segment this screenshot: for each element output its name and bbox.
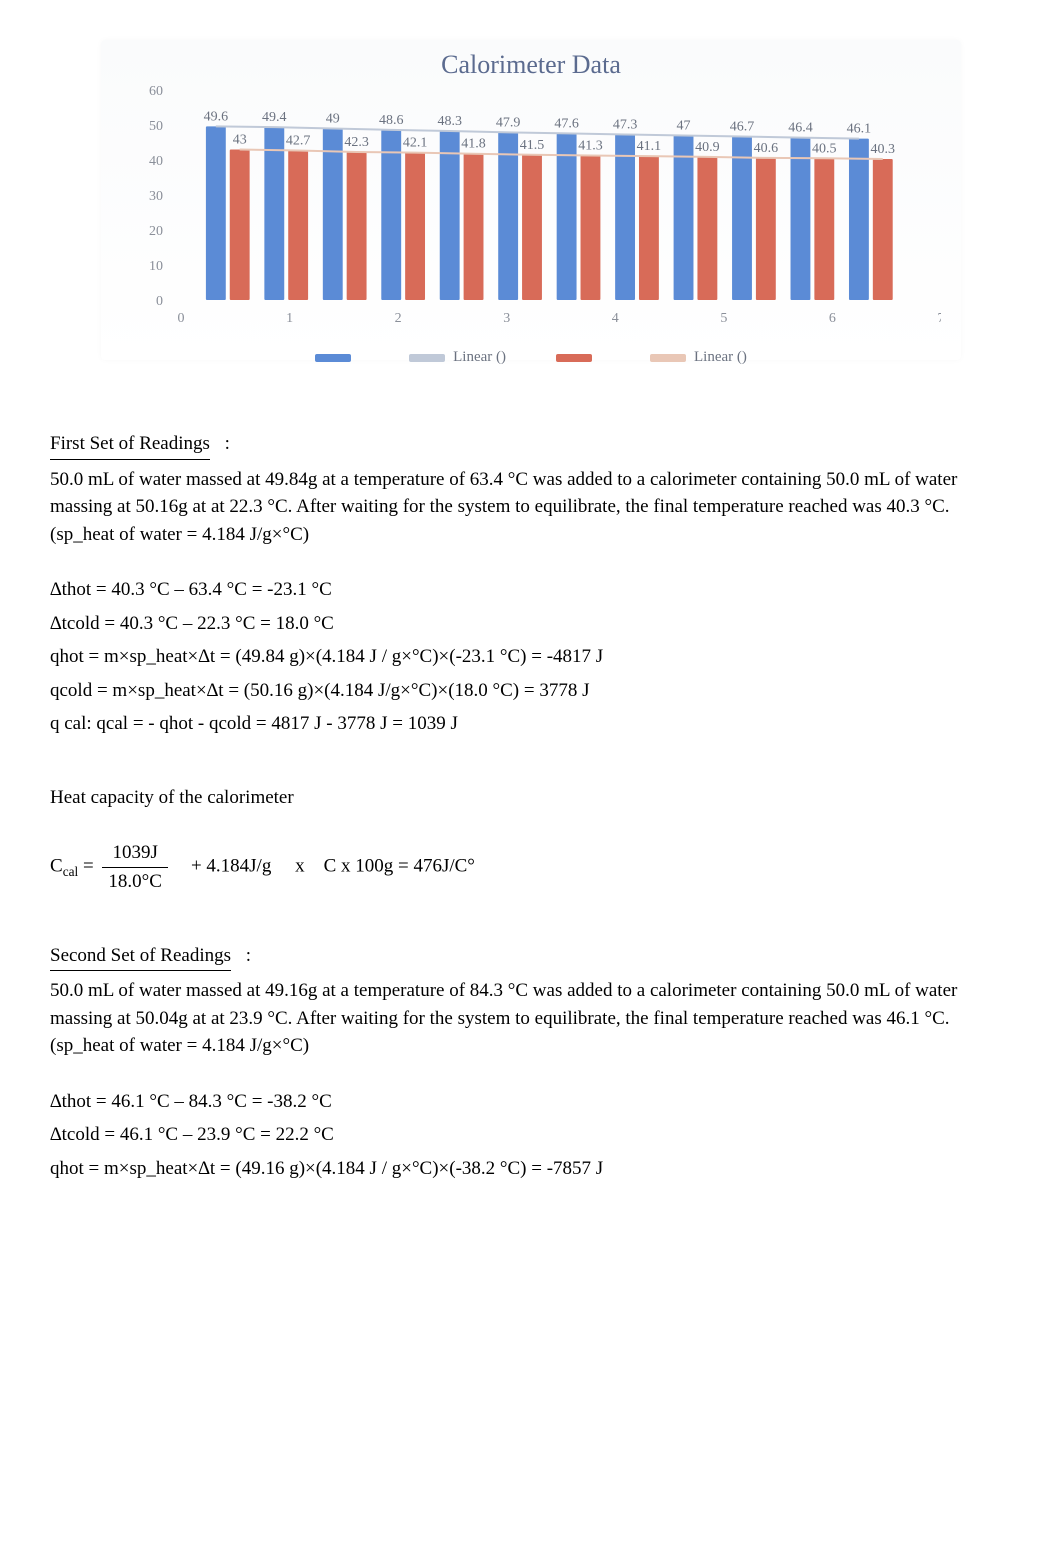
first-dtcold: ∆tcold = 40.3 °C – 22.3 °C = 18.0 °C xyxy=(50,610,1012,638)
first-dthot: ∆thot = 40.3 °C – 63.4 °C = -23.1 °C xyxy=(50,576,1012,604)
svg-text:50: 50 xyxy=(149,119,163,134)
first-heading: First Set of Readings : xyxy=(50,430,1012,460)
legend-swatch-3 xyxy=(556,354,592,362)
svg-text:47: 47 xyxy=(677,119,691,134)
svg-text:40.3: 40.3 xyxy=(871,142,896,157)
svg-text:5: 5 xyxy=(720,311,727,326)
legend-label: Linear () xyxy=(453,349,506,366)
svg-text:42.7: 42.7 xyxy=(286,134,311,149)
svg-text:41.3: 41.3 xyxy=(578,138,603,153)
legend-swatch-4 xyxy=(650,354,686,362)
first-head-label: First Set of Readings xyxy=(50,430,210,460)
svg-text:60: 60 xyxy=(149,86,163,99)
svg-text:40.5: 40.5 xyxy=(812,141,837,156)
svg-text:41.1: 41.1 xyxy=(637,139,662,154)
ccal-fraction: 1039J 18.0°C xyxy=(102,839,168,895)
legend-swatch-2 xyxy=(409,354,445,362)
svg-text:48.6: 48.6 xyxy=(379,113,404,128)
document-page: Calorimeter Data 0 10 20 30 40 50 60 0 1 2 3 4 5 6 7 49… xyxy=(0,0,1062,1561)
svg-text:6: 6 xyxy=(829,311,836,326)
ccal-num: 1039J xyxy=(102,839,168,868)
svg-text:49.4: 49.4 xyxy=(262,110,287,125)
svg-text:43: 43 xyxy=(233,133,247,148)
second-dtcold: ∆tcold = 46.1 °C – 23.9 °C = 22.2 °C xyxy=(50,1121,1012,1149)
svg-text:1: 1 xyxy=(286,311,293,326)
svg-text:20: 20 xyxy=(149,224,163,239)
second-paragraph: 50.0 mL of water massed at 49.16g at a t… xyxy=(50,977,1012,1060)
svg-text:0: 0 xyxy=(178,311,185,326)
svg-text:49: 49 xyxy=(326,112,340,127)
svg-text:47.6: 47.6 xyxy=(554,116,579,131)
svg-text:46.1: 46.1 xyxy=(847,122,872,137)
ccal-sub: cal xyxy=(63,865,79,880)
svg-text:46.4: 46.4 xyxy=(788,121,813,136)
second-heading: Second Set of Readings : xyxy=(50,942,1012,972)
legend-swatch-1 xyxy=(315,354,351,362)
heatcap-heading: Heat capacity of the calorimeter xyxy=(50,784,1012,812)
second-qhot: qhot = m×sp_heat×∆t = (49.16 g)×(4.184 J… xyxy=(50,1155,1012,1183)
svg-text:47.3: 47.3 xyxy=(613,117,638,132)
ccal-den: 18.0°C xyxy=(102,868,168,896)
chart-svg: 0 10 20 30 40 50 60 0 1 2 3 4 5 6 7 49.6 49.4 49 48.6 48.3 4… xyxy=(121,86,941,326)
chart-plot-area: 0 10 20 30 40 50 60 0 1 2 3 4 5 6 7 49.6 49.4 49 48.6 48.3 4… xyxy=(121,86,941,356)
first-paragraph: 50.0 mL of water massed at 49.84g at a t… xyxy=(50,466,1012,549)
svg-text:40.9: 40.9 xyxy=(695,140,720,155)
chart-title: Calorimeter Data xyxy=(121,50,941,80)
first-qcal: q cal: qcal = - qhot - qcold = 4817 J - … xyxy=(50,710,1012,738)
document-body: First Set of Readings : 50.0 mL of water… xyxy=(50,430,1012,1182)
first-qhot: qhot = m×sp_heat×∆t = (49.84 g)×(4.184 J… xyxy=(50,643,1012,671)
svg-text:42.1: 42.1 xyxy=(403,136,428,151)
colon: : xyxy=(225,433,230,454)
svg-text:41.8: 41.8 xyxy=(461,137,486,152)
svg-text:30: 30 xyxy=(149,189,163,204)
svg-text:4: 4 xyxy=(612,311,619,326)
second-head-label: Second Set of Readings xyxy=(50,942,231,972)
svg-text:2: 2 xyxy=(395,311,402,326)
svg-text:49.6: 49.6 xyxy=(204,109,229,124)
svg-text:0: 0 xyxy=(156,294,163,309)
svg-text:42.3: 42.3 xyxy=(344,135,369,150)
svg-text:7: 7 xyxy=(938,311,942,326)
calorimeter-chart: Calorimeter Data 0 10 20 30 40 50 60 0 1 2 3 4 5 6 7 49… xyxy=(101,40,961,360)
svg-text:40: 40 xyxy=(149,154,163,169)
legend-item xyxy=(315,349,359,366)
ccal-prefix: C xyxy=(50,856,63,877)
svg-text:47.9: 47.9 xyxy=(496,115,521,130)
svg-text:3: 3 xyxy=(503,311,510,326)
svg-text:41.5: 41.5 xyxy=(520,138,545,153)
svg-text:46.7: 46.7 xyxy=(730,120,755,135)
svg-text:40.6: 40.6 xyxy=(754,141,779,156)
second-dthot: ∆thot = 46.1 °C – 84.3 °C = -38.2 °C xyxy=(50,1088,1012,1116)
legend-item xyxy=(556,349,600,366)
first-qcold: qcold = m×sp_heat×∆t = (50.16 g)×(4.184 … xyxy=(50,677,1012,705)
legend-item: Linear () xyxy=(409,349,506,366)
eq-mid: = xyxy=(78,856,98,877)
chart-legend: Linear () Linear () xyxy=(101,349,961,366)
heatcap-equation: Ccal = 1039J 18.0°C + 4.184J/g x C x 100… xyxy=(50,839,1012,895)
ccal-rest: + 4.184J/g x C x 100g = 476J/C° xyxy=(177,856,475,877)
svg-text:48.3: 48.3 xyxy=(437,114,462,129)
colon: : xyxy=(246,945,251,966)
legend-label: Linear () xyxy=(694,349,747,366)
svg-text:10: 10 xyxy=(149,259,163,274)
legend-item: Linear () xyxy=(650,349,747,366)
